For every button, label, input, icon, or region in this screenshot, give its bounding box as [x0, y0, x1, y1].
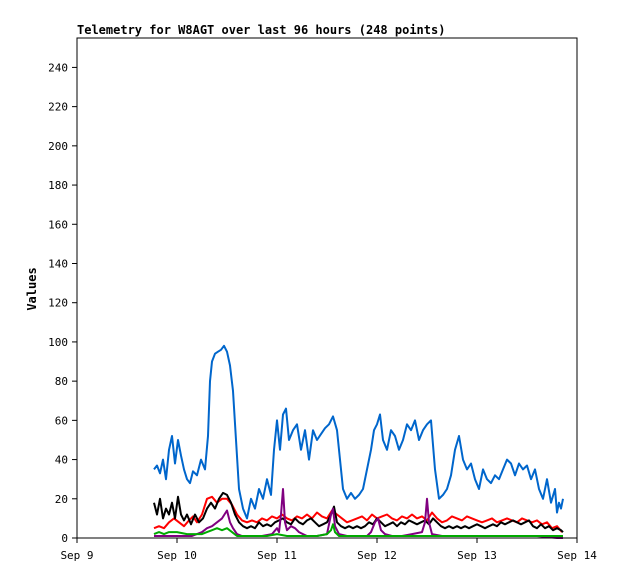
y-tick-label: 180: [48, 179, 68, 192]
axis-layer: 0 20 40 60 80 100 120 140 160 180 200 220 240 Sep 9 Se…: [48, 61, 597, 562]
x-tick-label: Sep 11: [257, 549, 297, 562]
plot-layer: [153, 344, 564, 539]
y-tick-label: 20: [55, 493, 68, 506]
series-line-5: [153, 523, 563, 537]
y-tick-label: 100: [48, 336, 68, 349]
x-tick-label: Sep 14: [557, 549, 597, 562]
y-axis-label: Values: [25, 267, 39, 310]
y-tick-label: 80: [55, 375, 68, 388]
chart-title: Telemetry for W8AGT over last 96 hours (…: [77, 23, 445, 37]
y-tick-label: 220: [48, 101, 68, 114]
x-tick-label: Sep 9: [60, 549, 93, 562]
y-tick-label: 60: [55, 414, 68, 427]
y-tick-label: 120: [48, 297, 68, 310]
y-tick-label: 160: [48, 218, 68, 231]
y-tick-label: 240: [48, 61, 68, 74]
y-tick-label: 200: [48, 140, 68, 153]
y-tick-label: 0: [61, 532, 68, 545]
plot-frame: [76, 37, 578, 539]
y-tick-label: 40: [55, 454, 68, 467]
y-tick-label: 140: [48, 257, 68, 270]
series-line-3: [153, 491, 564, 533]
x-tick-label: Sep 10: [157, 549, 197, 562]
x-tick-label: Sep 12: [357, 549, 397, 562]
x-tick-label: Sep 13: [457, 549, 497, 562]
series-line-2: [153, 495, 563, 533]
series-line-1: [153, 344, 564, 520]
